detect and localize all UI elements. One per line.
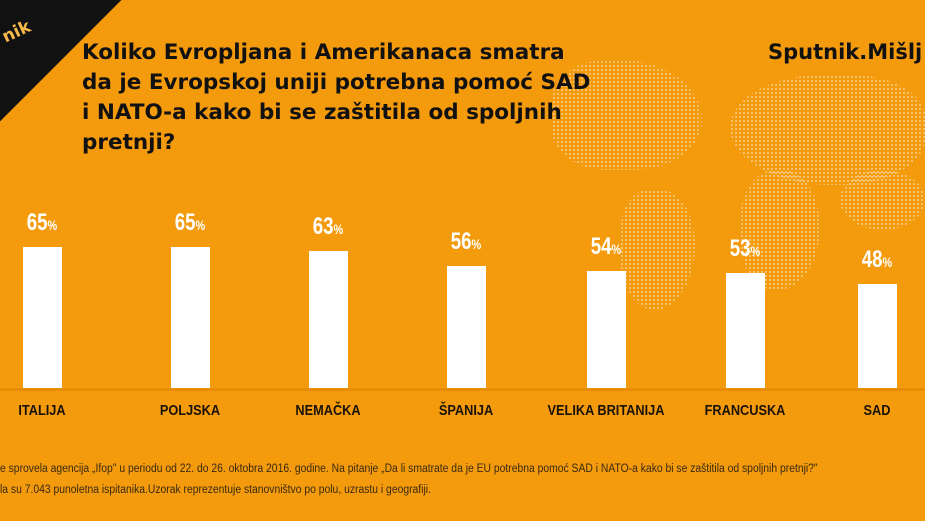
chart-title: Koliko Evropljana i Amerikanaca smatra d… xyxy=(82,40,591,155)
footnote-line-1: e sprovela agencija „Ifop" u periodu od … xyxy=(0,463,818,475)
category-label: POLJSKA xyxy=(159,402,221,419)
value-label: 48% xyxy=(861,245,893,273)
value-label: 56% xyxy=(450,228,482,256)
bar-3 xyxy=(446,266,486,388)
value-label: 65% xyxy=(174,208,206,236)
bar-6 xyxy=(857,283,897,388)
footnote-line-2: la su 7.043 punoletna ispitanika.Uzorak … xyxy=(0,484,431,496)
value-label: 65% xyxy=(26,208,58,236)
value-label: 53% xyxy=(729,234,761,262)
value-label: 63% xyxy=(312,213,344,241)
bar-1 xyxy=(170,246,210,388)
bar-5 xyxy=(725,272,765,388)
bar-2 xyxy=(308,251,348,388)
category-label: SAD xyxy=(863,402,891,419)
category-label: FRANCUSKA xyxy=(704,402,786,419)
baseline xyxy=(0,388,925,391)
category-label: NEMAČKA xyxy=(295,402,361,419)
value-label: 54% xyxy=(590,232,622,260)
category-label: ŠPANIJA xyxy=(438,402,494,419)
category-label: ITALIJA xyxy=(18,402,66,419)
bar-4 xyxy=(586,270,626,388)
bar-0 xyxy=(22,246,62,388)
category-label: VELIKA BRITANIJA xyxy=(547,402,665,419)
brand-title: Sputnik.Mišlj xyxy=(768,40,923,64)
